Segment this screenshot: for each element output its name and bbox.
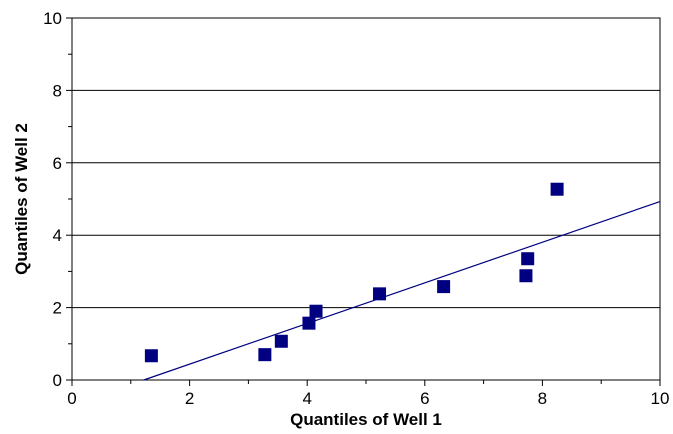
- x-tick-label-0: 0: [67, 389, 76, 408]
- plot-area-frame: [71, 17, 661, 381]
- x-tick-label-6: 6: [420, 389, 429, 408]
- data-point-6: [373, 287, 387, 301]
- x-tick-label-4: 4: [302, 389, 311, 408]
- y-tick-label-8: 8: [53, 81, 62, 100]
- x-axis-title: Quantiles of Well 1: [290, 410, 442, 429]
- x-tick-label-10: 10: [651, 389, 670, 408]
- y-tick-labels: 0 2 4 6 8 10: [43, 9, 62, 390]
- data-point-1: [144, 349, 158, 363]
- data-point-10: [550, 182, 564, 196]
- y-tick-label-6: 6: [53, 154, 62, 173]
- data-point-3: [274, 334, 288, 348]
- data-point-9: [521, 252, 535, 266]
- y-tick-label-2: 2: [53, 299, 62, 318]
- y-tick-label-10: 10: [43, 9, 62, 28]
- data-point-5: [309, 304, 323, 318]
- data-points: [144, 182, 564, 363]
- data-point-7: [437, 280, 451, 294]
- y-tick-label-0: 0: [53, 371, 62, 390]
- gridlines: [72, 89, 660, 309]
- x-tick-label-8: 8: [538, 389, 547, 408]
- y-tick-label-4: 4: [53, 226, 62, 245]
- axis-ticks: [66, 17, 661, 386]
- x-tick-labels: 0 2 4 6 8 10: [67, 389, 669, 408]
- x-tick-label-2: 2: [185, 389, 194, 408]
- data-point-2: [258, 348, 272, 362]
- y-axis-title: Quantiles of Well 2: [12, 123, 31, 275]
- data-point-4: [302, 316, 316, 330]
- trend-line: [143, 200, 661, 381]
- data-point-8: [519, 269, 533, 283]
